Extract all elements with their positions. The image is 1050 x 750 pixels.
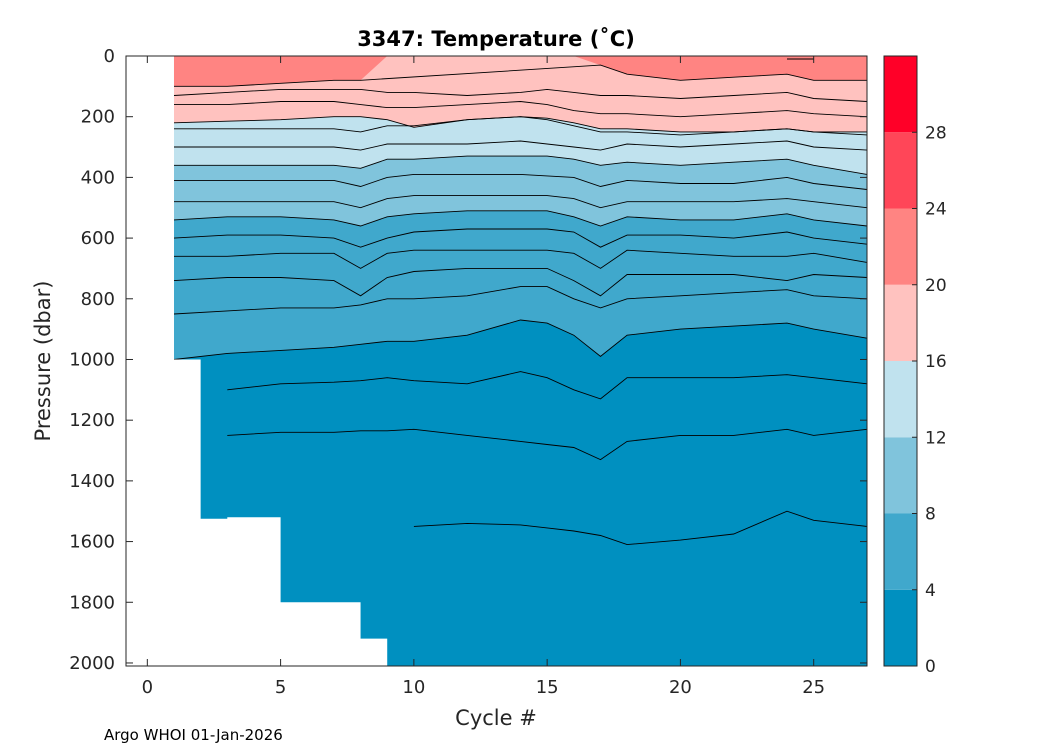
- y-tick-label: 1800: [69, 592, 115, 613]
- y-tick-label: 0: [104, 46, 115, 67]
- colorbar-tick-label: 24: [925, 200, 947, 220]
- y-tick-label: 400: [81, 167, 115, 188]
- colorbar-segment: [884, 437, 917, 514]
- y-tick-label: 800: [81, 289, 115, 310]
- footer-credit: Argo WHOI 01-Jan-2026: [104, 726, 283, 744]
- colorbar-segment: [884, 589, 917, 666]
- no-data-mask: [126, 56, 867, 666]
- axes: 0 5 10 15 20 25 0 200 400 600 800 1000 1200 1400 1600 1…: [69, 46, 868, 698]
- isotherm-3: [227, 371, 867, 400]
- colorbar-tick-label: 20: [925, 276, 947, 296]
- colorbar-segment: [884, 361, 917, 438]
- colorbar-tick-label: 28: [925, 123, 947, 143]
- colorbar-tick-label: 0: [925, 657, 936, 677]
- isotherm-17: [174, 101, 867, 118]
- temperature-fill-layer: [126, 56, 867, 666]
- colorbar-segment: [884, 513, 917, 590]
- x-axis-label: Cycle #: [455, 706, 537, 730]
- colorbar: 0 4 8 12 16 20 24 28: [883, 55, 947, 677]
- isotherm-9: [174, 195, 867, 209]
- colorbar-tick-label: 8: [925, 505, 936, 525]
- isotherm-16: [173, 116, 867, 133]
- colorbar-tick-label: 16: [925, 352, 947, 372]
- isotherm-2: [227, 428, 867, 461]
- x-tick-label: 25: [802, 677, 825, 698]
- no-data-region: [126, 56, 867, 666]
- y-tick-label: 200: [81, 107, 115, 128]
- isotherm-10: [174, 173, 867, 190]
- y-tick-label: 1400: [69, 471, 115, 492]
- colorbar-tick-label: 12: [925, 428, 947, 448]
- x-tick-label: 15: [536, 677, 559, 698]
- isotherm-13: [174, 140, 867, 151]
- colorbar-segment: [884, 132, 917, 209]
- y-axis-label: Pressure (dbar): [31, 281, 55, 442]
- isotherm-7: [173, 228, 867, 248]
- isotherm-1-5: [413, 510, 867, 546]
- x-tick-label: 20: [669, 677, 692, 698]
- isotherm-20: [174, 64, 867, 87]
- plot-border: [125, 55, 868, 667]
- isotherm-18: [173, 88, 867, 102]
- isotherm-12: [174, 155, 867, 175]
- chart-title: 3347: Temperature (˚C): [357, 27, 635, 51]
- x-tick-label: 0: [142, 677, 153, 698]
- isotherm-8: [173, 210, 867, 227]
- x-tick-label: 10: [402, 677, 425, 698]
- isotherm-contour-layer: [173, 58, 867, 546]
- band-fill-20: [173, 56, 867, 87]
- colorbar-segment: [884, 208, 917, 285]
- colorbar-segment: [884, 284, 917, 361]
- isotherm-4-5: [173, 286, 867, 315]
- y-tick-label: 2000: [69, 653, 115, 674]
- y-tick-label: 1200: [69, 410, 115, 431]
- colorbar-segment: [884, 56, 917, 133]
- x-tick-label: 5: [275, 677, 286, 698]
- colorbar-tick-label: 4: [925, 581, 936, 601]
- band-fill-22: [787, 56, 814, 60]
- y-tick-label: 600: [81, 228, 115, 249]
- isotherm-4: [173, 319, 867, 360]
- y-tick-label: 1000: [69, 349, 115, 370]
- y-tick-label: 1600: [69, 532, 115, 553]
- isotherm-5: [173, 267, 867, 297]
- isotherm-6: [174, 249, 867, 269]
